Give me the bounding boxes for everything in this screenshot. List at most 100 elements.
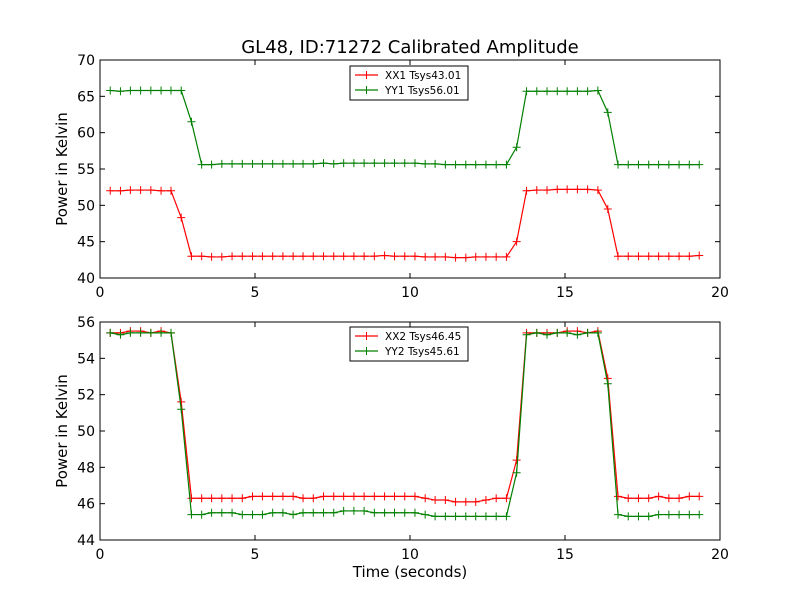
data-point — [289, 510, 298, 519]
x-tick-label: 15 — [556, 285, 574, 301]
data-point — [431, 159, 440, 168]
data-point — [329, 492, 338, 501]
data-point — [319, 159, 328, 168]
data-point — [146, 186, 155, 195]
data-point — [502, 252, 511, 261]
legend-marker — [362, 71, 371, 79]
data-point — [268, 508, 277, 517]
data-point — [502, 494, 511, 503]
y-tick-label: 55 — [77, 162, 95, 178]
data-point — [146, 328, 155, 337]
data-point — [197, 160, 206, 169]
data-point — [573, 185, 582, 194]
data-point — [685, 252, 694, 261]
data-point — [695, 510, 704, 519]
data-point — [583, 185, 592, 194]
data-point — [553, 87, 562, 96]
data-point — [685, 492, 694, 501]
data-point — [583, 328, 592, 337]
data-point — [421, 159, 430, 168]
data-point — [268, 159, 277, 168]
y-tick-label: 52 — [77, 388, 95, 404]
data-point — [116, 186, 125, 195]
data-point — [451, 160, 460, 169]
data-point — [400, 508, 409, 517]
data-point — [695, 160, 704, 169]
data-point — [299, 494, 308, 503]
data-point — [349, 506, 358, 515]
y-tick-label: 46 — [77, 497, 95, 513]
data-point — [532, 328, 541, 337]
data-point — [451, 512, 460, 521]
data-point — [380, 492, 389, 501]
data-point — [207, 252, 216, 261]
data-point — [278, 159, 287, 168]
data-point — [512, 468, 521, 477]
data-point — [339, 492, 348, 501]
data-point — [441, 496, 450, 505]
data-point — [136, 186, 145, 195]
data-point — [461, 512, 470, 521]
data-point — [532, 186, 541, 195]
data-point — [157, 186, 166, 195]
data-point — [146, 86, 155, 95]
data-point — [217, 494, 226, 503]
data-point — [360, 492, 369, 501]
data-point — [624, 160, 633, 169]
x-tick-label: 20 — [711, 547, 729, 563]
legend-marker — [362, 86, 371, 94]
data-point — [675, 494, 684, 503]
bottom-panel: 0 5 10 15 20 44 46 48 50 52 54 56 Power in Kelvin Tim… — [53, 315, 729, 581]
y-tick-label: 54 — [77, 351, 95, 367]
data-point — [299, 252, 308, 261]
data-point — [614, 160, 623, 169]
data-point — [217, 159, 226, 168]
x-axis-label: Time (seconds) — [352, 563, 468, 581]
data-point — [349, 252, 358, 261]
data-point — [299, 159, 308, 168]
data-point — [238, 252, 247, 261]
data-point — [197, 510, 206, 519]
data-point — [228, 159, 237, 168]
data-point — [563, 87, 572, 96]
data-point — [654, 510, 663, 519]
data-point — [390, 508, 399, 517]
data-point — [431, 512, 440, 521]
data-point — [492, 160, 501, 169]
data-point — [248, 492, 257, 501]
data-point — [238, 494, 247, 503]
data-point — [654, 492, 663, 501]
data-point — [136, 86, 145, 95]
data-point — [441, 512, 450, 521]
data-point — [634, 160, 643, 169]
data-point — [563, 328, 572, 337]
data-point — [400, 492, 409, 501]
data-point — [593, 86, 602, 95]
data-point — [410, 508, 419, 517]
data-point — [349, 492, 358, 501]
data-point — [390, 252, 399, 261]
data-point — [126, 186, 135, 195]
data-point — [654, 252, 663, 261]
data-point — [451, 497, 460, 506]
data-point — [370, 492, 379, 501]
data-point — [258, 510, 267, 519]
data-point — [258, 252, 267, 261]
data-point — [421, 494, 430, 503]
y-axis-label: Power in Kelvin — [53, 112, 71, 226]
data-point — [329, 508, 338, 517]
y-tick-label: 48 — [77, 460, 95, 476]
data-point — [248, 252, 257, 261]
data-point — [400, 252, 409, 261]
data-point — [116, 87, 125, 96]
data-point — [339, 506, 348, 515]
data-point — [166, 86, 175, 95]
data-point — [553, 185, 562, 194]
data-point — [664, 160, 673, 169]
data-point — [512, 456, 521, 465]
data-point — [603, 379, 612, 388]
data-point — [522, 186, 531, 195]
data-point — [573, 330, 582, 339]
y-tick-label: 56 — [77, 315, 95, 331]
data-point — [481, 160, 490, 169]
